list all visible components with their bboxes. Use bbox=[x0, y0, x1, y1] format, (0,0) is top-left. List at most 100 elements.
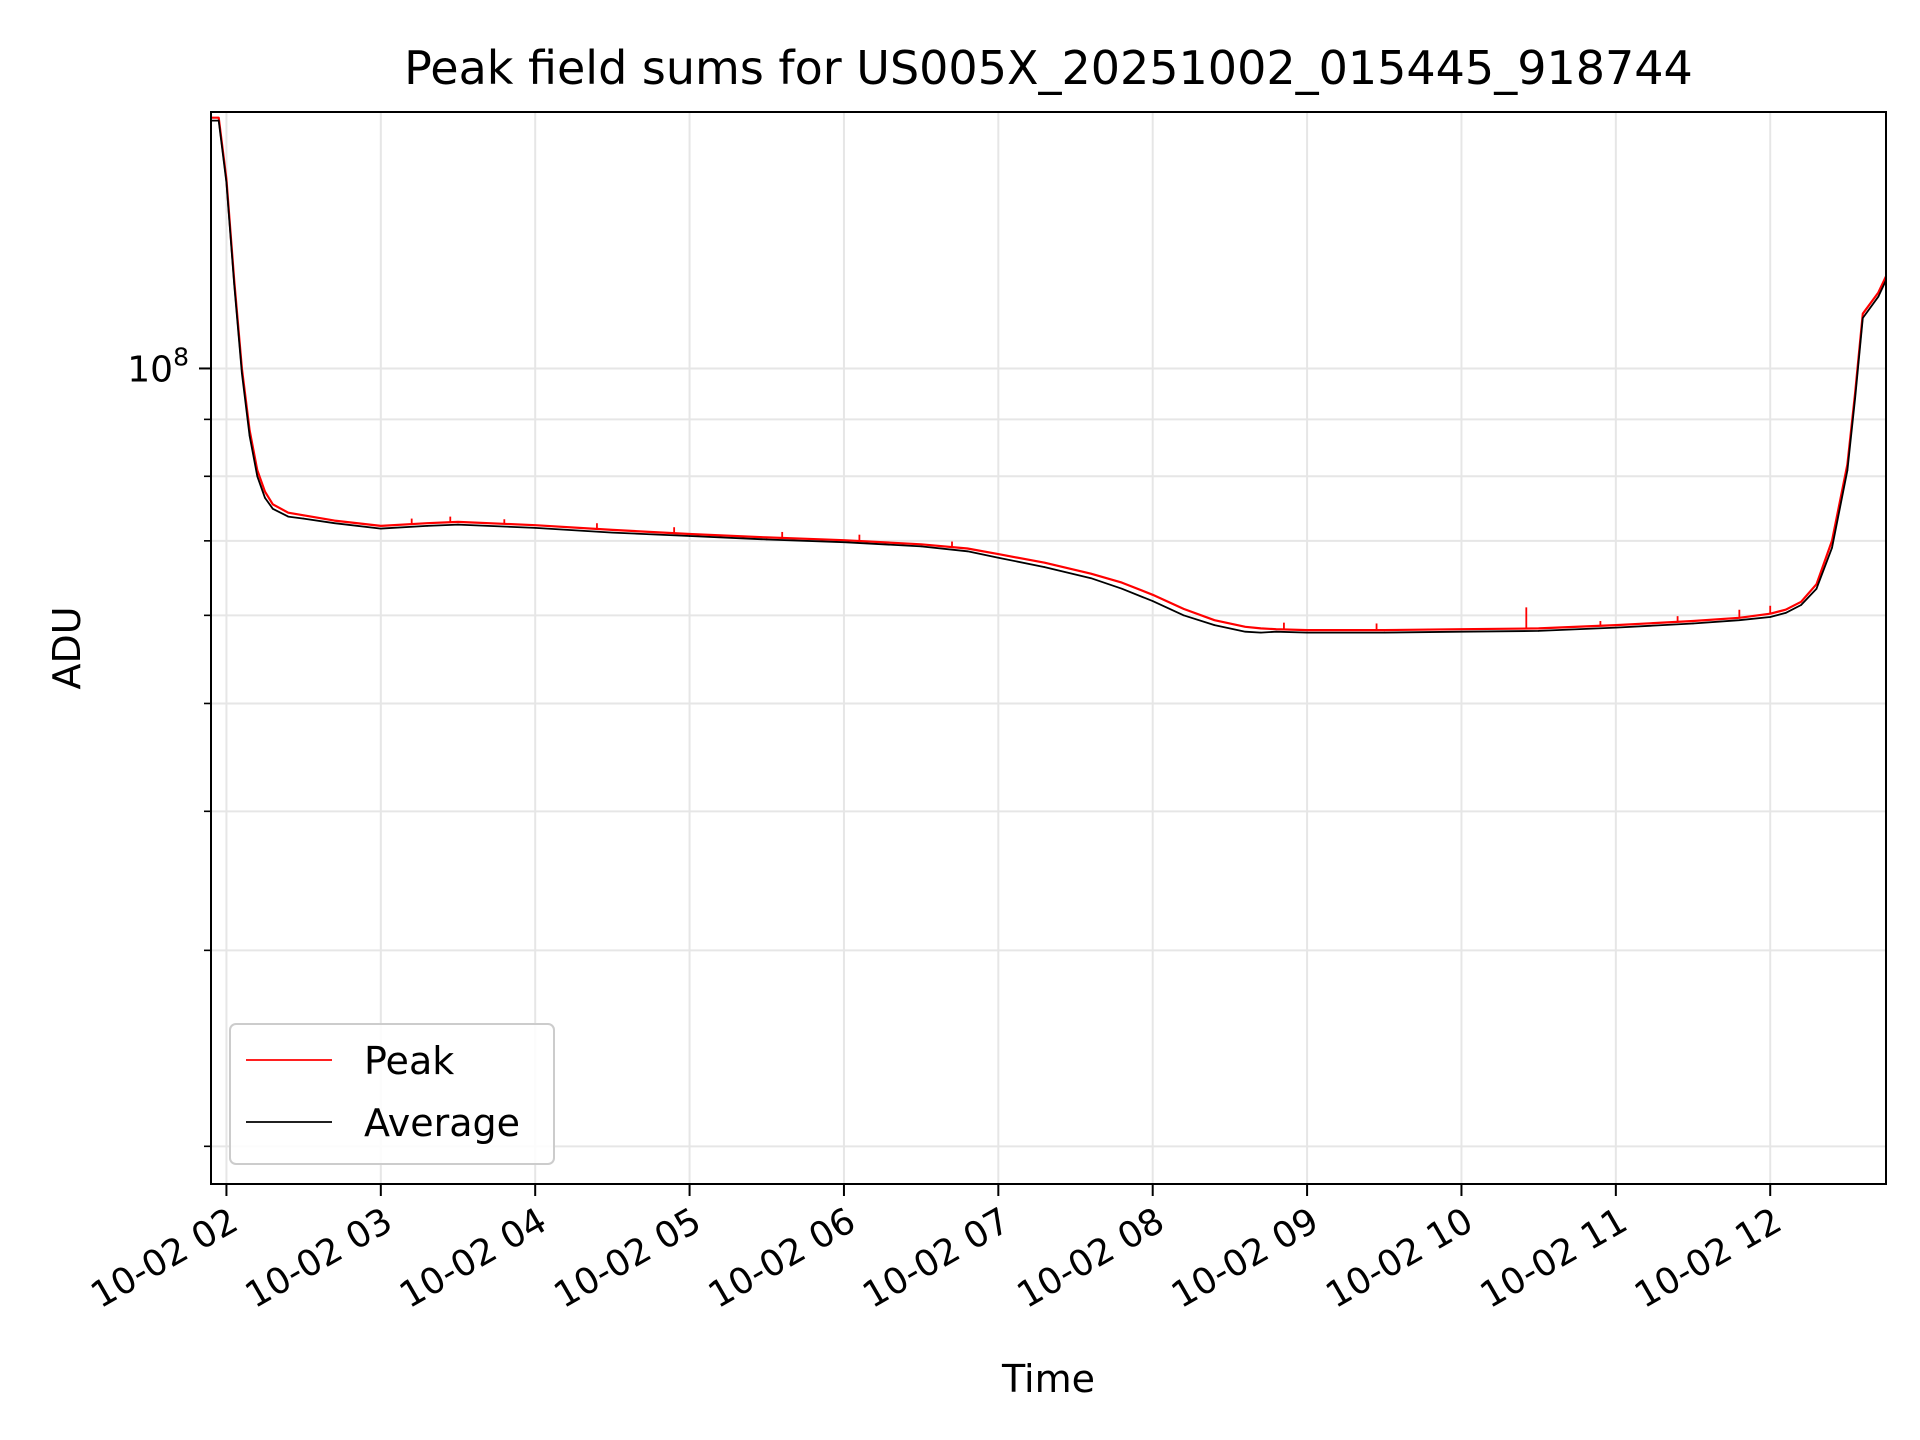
data-point bbox=[1182, 608, 1185, 610]
data-point bbox=[1213, 619, 1216, 622]
legend-box bbox=[229, 1023, 555, 1165]
data-point bbox=[380, 525, 382, 527]
data-point bbox=[1537, 627, 1540, 630]
data-point bbox=[233, 283, 235, 286]
plot-frame bbox=[210, 111, 1887, 1185]
data-point bbox=[534, 524, 536, 527]
data-point bbox=[1306, 631, 1308, 634]
data-point bbox=[264, 490, 266, 493]
data-point bbox=[426, 522, 428, 525]
data-point bbox=[225, 181, 228, 184]
data-point bbox=[966, 550, 969, 553]
data-point bbox=[1244, 625, 1247, 628]
data-point bbox=[1460, 630, 1463, 633]
data-point bbox=[1090, 572, 1092, 575]
data-point bbox=[287, 515, 289, 518]
data-point bbox=[1877, 291, 1880, 294]
data-point bbox=[241, 372, 243, 375]
data-point bbox=[1615, 624, 1617, 626]
data-point bbox=[1800, 604, 1802, 606]
data-point bbox=[611, 529, 614, 531]
y-tick-label: 108 bbox=[127, 342, 189, 390]
data-point bbox=[1862, 317, 1864, 319]
data-point bbox=[966, 547, 969, 550]
data-point bbox=[920, 543, 922, 546]
data-point bbox=[217, 116, 220, 119]
series-peak bbox=[210, 116, 1887, 632]
data-point bbox=[997, 553, 1000, 555]
data-point bbox=[1738, 619, 1741, 622]
data-point bbox=[302, 517, 305, 520]
data-point bbox=[1043, 566, 1046, 568]
data-point bbox=[1151, 594, 1154, 596]
legend: Peak Average bbox=[229, 1023, 555, 1165]
data-point bbox=[765, 538, 768, 541]
data-point bbox=[287, 511, 289, 514]
data-point bbox=[1615, 626, 1617, 629]
data-point bbox=[256, 475, 259, 478]
data-point bbox=[1213, 624, 1216, 626]
y-tick-base: 10 bbox=[127, 349, 173, 390]
data-point bbox=[534, 527, 536, 529]
y-axis-label: ADU bbox=[45, 606, 89, 689]
data-point bbox=[264, 497, 266, 499]
data-point bbox=[457, 523, 459, 526]
data-point bbox=[688, 535, 691, 537]
data-point bbox=[1692, 622, 1694, 625]
grid bbox=[211, 112, 1886, 1184]
plot-area bbox=[211, 112, 1886, 1184]
chart-title: Peak field sums for US005X_20251002_0154… bbox=[404, 41, 1693, 95]
legend-label-average: Average bbox=[364, 1101, 520, 1145]
data-point bbox=[1259, 627, 1262, 630]
y-tick-exponent: 8 bbox=[173, 342, 189, 371]
data-point bbox=[1121, 581, 1123, 584]
data-point bbox=[1460, 628, 1463, 631]
data-point bbox=[248, 434, 251, 437]
data-point bbox=[997, 556, 1000, 559]
series-average bbox=[210, 119, 1887, 634]
data-point bbox=[1769, 616, 1772, 618]
data-point bbox=[1784, 612, 1787, 614]
data-point bbox=[1692, 620, 1694, 622]
data-point bbox=[1815, 583, 1818, 585]
data-point bbox=[765, 536, 768, 539]
data-point bbox=[611, 531, 614, 534]
data-point bbox=[1784, 608, 1787, 611]
data-point bbox=[920, 545, 922, 548]
data-point bbox=[1800, 601, 1802, 603]
data-point bbox=[217, 119, 220, 122]
data-point bbox=[271, 507, 274, 510]
data-point bbox=[843, 541, 845, 544]
data-point bbox=[843, 539, 845, 541]
data-point bbox=[1383, 629, 1386, 631]
data-point bbox=[380, 527, 382, 530]
data-point bbox=[1151, 600, 1154, 602]
data-point bbox=[688, 533, 691, 535]
data-point bbox=[1275, 628, 1278, 631]
data-point bbox=[1259, 631, 1262, 634]
data-point bbox=[426, 525, 428, 527]
data-point bbox=[302, 514, 305, 517]
series-group bbox=[210, 116, 1887, 634]
data-point bbox=[1831, 546, 1833, 549]
x-axis-label: Time bbox=[1001, 1357, 1095, 1401]
data-point bbox=[1831, 540, 1833, 542]
data-point bbox=[1275, 630, 1278, 633]
data-point bbox=[1121, 587, 1123, 590]
data-point bbox=[333, 522, 336, 525]
data-point bbox=[1854, 397, 1856, 400]
data-point bbox=[1182, 614, 1185, 617]
legend-label-peak: Peak bbox=[364, 1039, 454, 1083]
data-point bbox=[1043, 561, 1046, 564]
data-point bbox=[1846, 469, 1849, 472]
data-point bbox=[1537, 630, 1540, 632]
data-point bbox=[1877, 295, 1880, 298]
data-point bbox=[1383, 631, 1386, 634]
data-point bbox=[333, 519, 336, 522]
data-point bbox=[271, 503, 274, 506]
data-point bbox=[457, 521, 459, 523]
data-point bbox=[1306, 629, 1308, 631]
data-point bbox=[1090, 577, 1092, 579]
